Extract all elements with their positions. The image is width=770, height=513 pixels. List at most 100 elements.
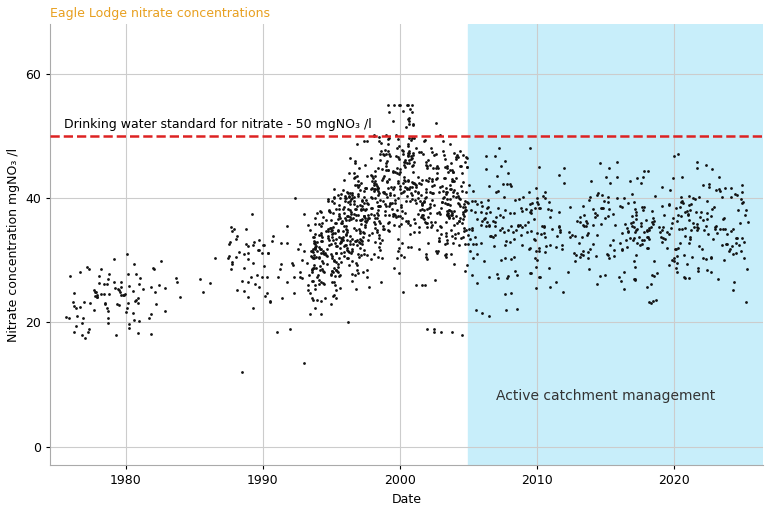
Point [306,293,319,302]
Point [250,271,263,280]
Point [425,223,437,231]
Point [524,144,536,152]
Point [406,154,418,162]
Point [463,225,475,233]
Point [726,242,738,250]
Point [305,252,317,260]
Point [421,325,434,333]
Point [223,240,235,248]
Point [368,194,380,203]
Point [596,191,608,200]
Point [362,200,374,208]
Point [348,193,360,201]
Point [365,153,377,162]
Point [643,298,655,306]
Point [420,188,432,196]
Point [390,206,403,214]
Point [373,189,385,198]
Point [586,205,598,213]
Point [553,171,565,180]
Point [382,147,394,155]
Point [342,205,354,213]
Point [343,232,356,240]
Point [253,236,265,244]
Point [692,224,705,232]
Point [322,234,334,242]
Point [454,162,466,170]
Point [641,244,654,252]
Point [306,266,318,274]
Point [709,223,721,231]
Point [102,270,115,279]
Point [326,230,338,238]
Point [467,187,479,195]
Point [325,270,337,278]
Point [688,194,700,203]
Point [600,172,612,181]
Point [461,261,474,269]
Point [416,210,428,219]
Point [424,188,437,196]
Point [397,157,410,166]
Point [314,245,326,253]
Point [112,286,125,294]
Point [384,189,397,197]
Point [702,230,715,238]
Point [327,199,340,207]
Point [425,221,437,229]
Point [228,225,240,233]
Point [366,177,378,185]
Point [369,220,381,228]
Point [347,200,360,208]
Point [357,205,370,213]
Point [333,212,345,221]
Point [440,235,453,244]
Point [510,226,522,234]
Point [377,188,389,196]
Point [654,233,667,241]
Point [452,192,464,200]
Point [332,268,344,276]
Point [599,271,611,280]
Point [342,319,354,327]
Point [310,296,323,304]
Point [374,150,387,159]
Point [404,105,417,113]
Point [480,152,492,160]
Point [491,270,504,278]
Point [531,229,544,238]
Point [420,193,432,201]
Point [662,201,675,209]
Point [345,195,357,203]
Point [405,108,417,116]
Point [89,287,102,295]
Point [340,222,352,230]
Point [648,271,661,280]
Point [387,185,400,193]
Point [424,209,436,217]
Point [316,279,329,287]
Point [705,212,718,220]
Point [494,226,506,234]
Point [644,223,657,231]
Point [327,194,340,203]
Point [247,259,259,267]
X-axis label: Date: Date [392,493,422,506]
Point [448,177,460,185]
Point [388,191,400,200]
Point [359,206,371,214]
Point [603,164,615,172]
Point [365,193,377,201]
Point [500,306,512,314]
Point [303,226,316,234]
Point [148,265,160,273]
Point [309,243,321,251]
Point [732,241,745,249]
Point [678,207,691,215]
Point [306,268,319,276]
Point [706,205,718,213]
Point [347,210,360,218]
Point [340,230,352,238]
Point [439,240,451,248]
Point [701,197,713,205]
